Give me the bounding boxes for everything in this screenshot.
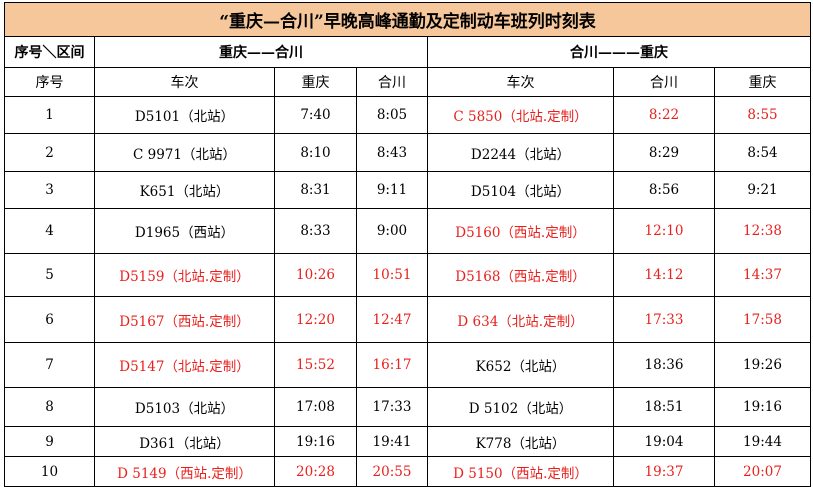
outbound-arrive-cell: 16:17 — [356, 342, 428, 388]
inbound-train-cell: C 5850（北站.定制） — [427, 96, 614, 134]
inbound-depart-cell: 12:10 — [613, 208, 715, 254]
col-header-in-dep: 合川 — [613, 67, 715, 97]
outbound-depart-cell: 8:31 — [274, 171, 357, 209]
seq-cell: 5 — [4, 253, 95, 297]
seq-cell: 9 — [4, 426, 95, 457]
inbound-train-cell: D 5102（北站） — [427, 387, 614, 427]
outbound-arrive-cell: 8:05 — [356, 96, 428, 134]
inbound-train-cell: D5160（西站.定制） — [427, 208, 614, 254]
table-row: 3 K651（北站） 8:31 9:11 D5104（北站） 8:56 9:21 — [4, 171, 811, 209]
col-header-in-arr: 重庆 — [714, 67, 811, 97]
inbound-arrive-cell: 9:21 — [714, 171, 811, 209]
inbound-arrive-cell: 19:26 — [714, 342, 811, 388]
outbound-arrive-cell: 9:00 — [356, 208, 428, 254]
inbound-train-cell: D5104（北站） — [427, 171, 614, 209]
inbound-depart-cell: 19:37 — [613, 456, 715, 487]
table-row: 1 D5101（北站） 7:40 8:05 C 5850（北站.定制） 8:22 8:55 — [4, 96, 811, 134]
page-title: “重庆—合川”早晚高峰通勤及定制动车班列时刻表 — [4, 2, 811, 37]
timetable-sheet: “重庆—合川”早晚高峰通勤及定制动车班列时刻表 序号＼区间 重庆——合川 合川—… — [4, 2, 811, 487]
outbound-train-cell: D5147（北站.定制） — [94, 342, 275, 388]
inbound-depart-cell: 8:56 — [613, 171, 715, 209]
col-header-out-arr: 合川 — [356, 67, 428, 97]
inbound-section-header: 合川———重庆 — [427, 36, 811, 68]
outbound-depart-cell: 8:33 — [274, 208, 357, 254]
seq-cell: 4 — [4, 208, 95, 254]
inbound-arrive-cell: 12:38 — [714, 208, 811, 254]
seq-cell: 2 — [4, 133, 95, 172]
table-row: 8 D5103（北站） 17:08 17:33 D 5102（北站） 18:51 19:16 — [4, 387, 811, 427]
table-row: 4 D1965（西站） 8:33 9:00 D5160（西站.定制） 12:10 12:38 — [4, 208, 811, 254]
seq-cell: 1 — [4, 96, 95, 134]
outbound-depart-cell: 7:40 — [274, 96, 357, 134]
inbound-arrive-cell: 19:44 — [714, 426, 811, 457]
col-header-out-dep: 重庆 — [274, 67, 357, 97]
outbound-arrive-cell: 17:33 — [356, 387, 428, 427]
col-header-seq: 序号 — [4, 67, 95, 97]
section-header-row: 序号＼区间 重庆——合川 合川———重庆 — [4, 36, 811, 68]
seq-cell: 10 — [4, 456, 95, 487]
timetable: “重庆—合川”早晚高峰通勤及定制动车班列时刻表 序号＼区间 重庆——合川 合川—… — [4, 2, 811, 487]
outbound-arrive-cell: 9:11 — [356, 171, 428, 209]
outbound-arrive-cell: 20:55 — [356, 456, 428, 487]
outbound-depart-cell: 8:10 — [274, 133, 357, 172]
outbound-train-cell: D5103（北站） — [94, 387, 275, 427]
inbound-arrive-cell: 20:07 — [714, 456, 811, 487]
seq-cell: 3 — [4, 171, 95, 209]
inbound-arrive-cell: 17:58 — [714, 296, 811, 343]
corner-header: 序号＼区间 — [4, 36, 95, 68]
table-row: 9 D361（北站） 19:16 19:41 K778（北站） 19:04 19:44 — [4, 426, 811, 457]
col-header-out-train: 车次 — [94, 67, 275, 97]
inbound-depart-cell: 14:12 — [613, 253, 715, 297]
outbound-depart-cell: 19:16 — [274, 426, 357, 457]
inbound-depart-cell: 17:33 — [613, 296, 715, 343]
inbound-train-cell: D 634（北站.定制） — [427, 296, 614, 343]
table-row: 6 D5167（西站.定制） 12:20 12:47 D 634（北站.定制） 17:33… — [4, 296, 811, 343]
outbound-train-cell: D 5149（西站.定制） — [94, 456, 275, 487]
column-header-row: 序号 车次 重庆 合川 车次 合川 重庆 — [4, 67, 811, 97]
outbound-train-cell: D5101（北站） — [94, 96, 275, 134]
outbound-depart-cell: 15:52 — [274, 342, 357, 388]
outbound-arrive-cell: 12:47 — [356, 296, 428, 343]
table-row: 5 D5159（北站.定制） 10:26 10:51 D5168（西站.定制） 14:12… — [4, 253, 811, 297]
seq-cell: 8 — [4, 387, 95, 427]
outbound-arrive-cell: 8:43 — [356, 133, 428, 172]
table-row: 7 D5147（北站.定制） 15:52 16:17 K652（北站） 18:36 19:2… — [4, 342, 811, 388]
seq-cell: 7 — [4, 342, 95, 388]
inbound-arrive-cell: 8:55 — [714, 96, 811, 134]
col-header-in-train: 车次 — [427, 67, 614, 97]
inbound-arrive-cell: 19:16 — [714, 387, 811, 427]
outbound-train-cell: D1965（西站） — [94, 208, 275, 254]
outbound-arrive-cell: 19:41 — [356, 426, 428, 457]
inbound-train-cell: D2244（北站） — [427, 133, 614, 172]
inbound-arrive-cell: 14:37 — [714, 253, 811, 297]
outbound-depart-cell: 10:26 — [274, 253, 357, 297]
table-row: 10 D 5149（西站.定制） 20:28 20:55 D 5150（西站.定制） 19… — [4, 456, 811, 487]
outbound-train-cell: D5167（西站.定制） — [94, 296, 275, 343]
inbound-train-cell: D5168（西站.定制） — [427, 253, 614, 297]
outbound-train-cell: C 9971（北站） — [94, 133, 275, 172]
outbound-depart-cell: 12:20 — [274, 296, 357, 343]
outbound-depart-cell: 20:28 — [274, 456, 357, 487]
inbound-depart-cell: 8:29 — [613, 133, 715, 172]
inbound-train-cell: K652（北站） — [427, 342, 614, 388]
inbound-depart-cell: 19:04 — [613, 426, 715, 457]
inbound-train-cell: K778（北站） — [427, 426, 614, 457]
outbound-train-cell: D361（北站） — [94, 426, 275, 457]
outbound-train-cell: D5159（北站.定制） — [94, 253, 275, 297]
outbound-section-header: 重庆——合川 — [94, 36, 428, 68]
inbound-depart-cell: 18:36 — [613, 342, 715, 388]
seq-cell: 6 — [4, 296, 95, 343]
outbound-train-cell: K651（北站） — [94, 171, 275, 209]
outbound-arrive-cell: 10:51 — [356, 253, 428, 297]
outbound-depart-cell: 17:08 — [274, 387, 357, 427]
inbound-depart-cell: 18:51 — [613, 387, 715, 427]
inbound-train-cell: D 5150（西站.定制） — [427, 456, 614, 487]
inbound-arrive-cell: 8:54 — [714, 133, 811, 172]
inbound-depart-cell: 8:22 — [613, 96, 715, 134]
title-row: “重庆—合川”早晚高峰通勤及定制动车班列时刻表 — [4, 2, 811, 37]
